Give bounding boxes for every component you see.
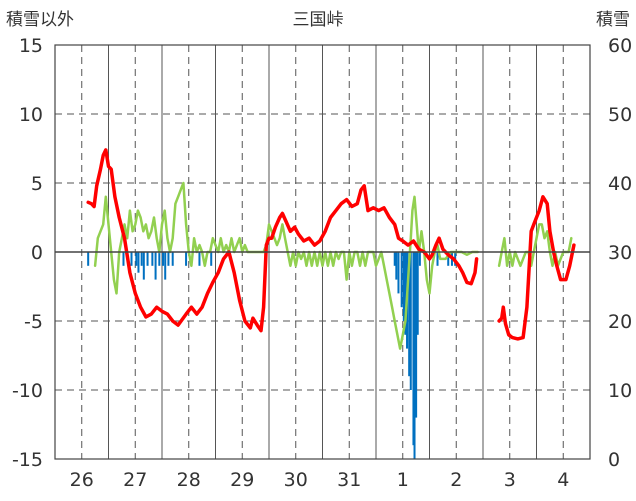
- x-tick: 26: [70, 469, 94, 491]
- bar: [151, 252, 154, 266]
- bar: [408, 252, 411, 377]
- plot-frame: [54, 44, 591, 460]
- bar: [210, 252, 213, 266]
- x-tick: 2: [450, 469, 462, 491]
- bar: [404, 252, 407, 335]
- y-tick-right: 40: [608, 173, 632, 195]
- bar: [198, 252, 201, 266]
- bar: [135, 252, 138, 266]
- x-tick: 29: [230, 469, 254, 491]
- bar: [154, 252, 157, 280]
- y-tick-left: 0: [31, 242, 43, 264]
- y-tick-left: -5: [24, 311, 43, 333]
- y-tick-right: 60: [608, 35, 632, 57]
- y-tick-left: 5: [31, 173, 43, 195]
- y-tick-left: 15: [19, 35, 43, 57]
- bar: [400, 252, 403, 308]
- y-tick-right: 50: [608, 104, 632, 126]
- bar: [415, 252, 418, 418]
- y-tick-right: 0: [608, 449, 620, 471]
- bar: [162, 252, 165, 266]
- y-tick-left: 10: [19, 104, 43, 126]
- bar: [158, 252, 161, 266]
- x-tick: 1: [397, 469, 409, 491]
- y-tick-left: -10: [12, 380, 43, 402]
- y-axis-right-label: 積雪: [596, 10, 630, 30]
- bar: [436, 252, 439, 266]
- bar: [397, 252, 400, 294]
- y-tick-right: 20: [608, 311, 632, 333]
- y-axis-left-label: 積雪以外: [6, 10, 74, 30]
- bar: [409, 252, 412, 390]
- bar: [412, 252, 415, 446]
- bar: [416, 252, 419, 335]
- bar: [402, 252, 405, 321]
- x-tick: 4: [557, 469, 569, 491]
- bar: [185, 252, 188, 266]
- red-line: [86, 148, 479, 333]
- y-tick-right: 10: [608, 380, 632, 402]
- bar: [140, 252, 143, 266]
- bar: [418, 252, 421, 266]
- y-tick-right: 30: [608, 242, 632, 264]
- bar: [164, 252, 167, 280]
- bar: [87, 252, 90, 266]
- chart-title: 三国峠: [293, 10, 344, 30]
- bar: [130, 252, 133, 266]
- x-tick: 3: [504, 469, 516, 491]
- green-line: [93, 181, 479, 350]
- bar: [122, 252, 125, 266]
- y-tick-left: -15: [12, 449, 43, 471]
- bar: [413, 252, 416, 459]
- bar-series: [87, 252, 457, 459]
- x-tick: 31: [337, 469, 361, 491]
- bar: [142, 252, 145, 280]
- bar: [167, 252, 170, 266]
- x-tick: 30: [284, 469, 308, 491]
- bar: [447, 252, 450, 266]
- bar: [137, 252, 140, 273]
- bar: [393, 252, 396, 266]
- bar: [146, 252, 149, 266]
- x-tick: 27: [123, 469, 147, 491]
- x-tick: 28: [177, 469, 201, 491]
- bar: [395, 252, 398, 280]
- red-line: [497, 195, 576, 341]
- bar: [171, 252, 174, 266]
